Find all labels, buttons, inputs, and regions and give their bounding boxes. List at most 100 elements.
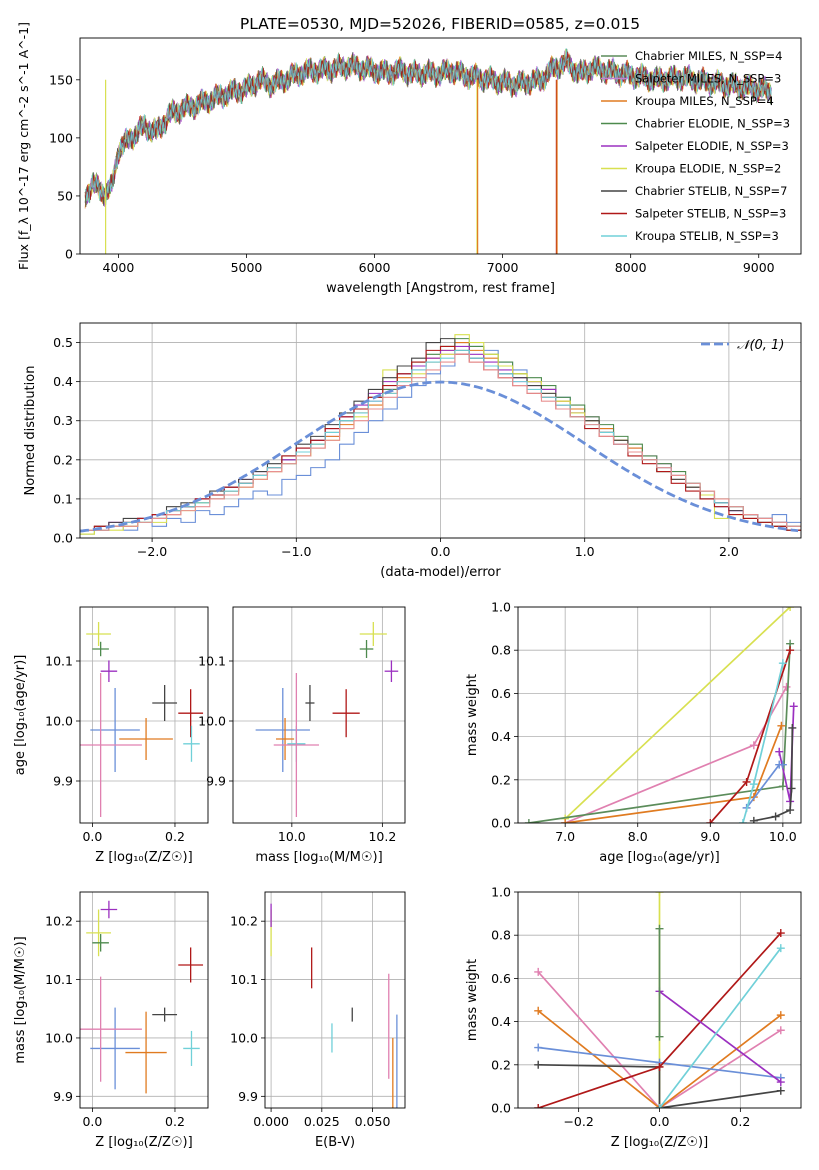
x-tick-label: 0.0 <box>82 829 102 844</box>
x-tick-label: 1.0 <box>575 544 595 559</box>
legend-label: Salpeter MILES, N_SSP=3 <box>635 72 781 86</box>
legend-label: Chabrier MILES, N_SSP=4 <box>635 49 782 63</box>
axes-frame <box>79 322 802 539</box>
weight-marker <box>749 780 758 789</box>
x-axis-label: E(B-V) <box>315 1135 355 1150</box>
y-tick-label: 10.0 <box>45 1030 73 1045</box>
legend-label: Kroupa MILES, N_SSP=4 <box>635 94 774 108</box>
x-axis-label: (data-model)/error <box>380 565 501 580</box>
weight-marker <box>655 1104 664 1108</box>
x-tick-label: 0.2 <box>730 1114 750 1129</box>
y-tick-label: 10.1 <box>198 654 226 669</box>
axes-age-vs-mass: 10.0 10.2 9.9 10.0 10.1 mass [log₁₀(M/M☉)] <box>198 606 406 865</box>
x-tick-label: 0.2 <box>165 1114 185 1129</box>
weight-marker <box>706 819 715 823</box>
axes-frame <box>264 891 406 1109</box>
weight-marker <box>788 723 797 732</box>
x-tick-label: 0.0 <box>650 1114 670 1129</box>
x-tick-label: 6000 <box>359 260 391 275</box>
histogram-step <box>80 345 801 531</box>
x-tick-label: 7.0 <box>555 829 575 844</box>
y-tick-label: 10.1 <box>45 654 73 669</box>
legend-label: Salpeter ELODIE, N_SSP=3 <box>635 139 789 153</box>
weight-marker <box>787 784 796 793</box>
plot-area <box>84 47 772 254</box>
plot-area <box>80 900 204 1094</box>
x-tick-label: 9.0 <box>700 829 720 844</box>
x-tick-label: 7000 <box>487 260 519 275</box>
weight-marker <box>777 721 786 730</box>
y-axis-label: age [log₁₀(age/yr)] <box>13 655 28 776</box>
y-tick-label: 0.4 <box>491 729 511 744</box>
weight-line <box>742 663 784 823</box>
x-tick-label: −0.2 <box>563 1114 593 1129</box>
weight-marker <box>776 929 785 938</box>
x-tick-label: 4000 <box>103 260 135 275</box>
y-tick-label: 0.0 <box>491 816 511 831</box>
weight-marker <box>749 741 758 750</box>
y-tick-label: 10.0 <box>198 714 226 729</box>
weight-line <box>658 990 782 1083</box>
weight-marker <box>534 1060 543 1069</box>
y-axis-label: mass weight <box>465 959 480 1041</box>
spectrum-line <box>84 47 772 206</box>
x-tick-label: 10.0 <box>769 829 797 844</box>
y-tick-label: 9.9 <box>53 774 73 789</box>
weight-marker <box>786 646 795 655</box>
weight-marker <box>776 944 785 953</box>
legend-label: Kroupa STELIB, N_SSP=3 <box>635 229 779 243</box>
weight-marker <box>655 1032 664 1041</box>
plot-area <box>534 892 785 1108</box>
y-axis-label: mass [log₁₀(M/M☉)] <box>13 936 28 1063</box>
axes-mass-weight-vs-age: 7.0 8.0 9.0 10.0 0.0 0.2 0.4 0.6 0.8 1.0 age [log₁… <box>465 600 802 865</box>
weight-marker <box>775 747 784 756</box>
y-tick-label: 1.0 <box>491 885 511 900</box>
x-tick-label: 9000 <box>743 260 775 275</box>
weight-marker <box>778 659 787 668</box>
weight-marker <box>776 1026 785 1035</box>
axes-mass-weight-vs-Z: −0.2 0.0 0.2 0.0 0.2 0.4 0.6 0.8 1.0 Z [log₁₀(Z/Z… <box>465 885 802 1150</box>
y-tick-label: 0.2 <box>491 1057 511 1072</box>
spectrum-line <box>84 52 772 208</box>
y-tick-label: 0.4 <box>491 1014 511 1029</box>
y-tick-label: 50 <box>57 188 73 203</box>
y-tick-label: 10.0 <box>230 1030 258 1045</box>
weight-marker <box>776 1078 785 1087</box>
x-axis-label: wavelength [Angstrom, rest frame] <box>326 281 555 296</box>
y-axis-label: Flux [f_λ 10^-17 erg cm^-2 s^-1 A^-1] <box>16 22 31 270</box>
weight-line <box>537 1010 782 1108</box>
axes-spectrum: 4000 5000 6000 7000 8000 9000 0 50 100 150 Chabrie… <box>16 22 802 296</box>
x-tick-label: 10.2 <box>368 829 396 844</box>
weight-marker <box>778 760 787 769</box>
y-axis-label: mass weight <box>465 674 480 756</box>
x-tick-label: −2.0 <box>137 544 167 559</box>
weight-line <box>658 947 782 1108</box>
x-axis-label: Z [log₁₀(Z/Z☉)] <box>611 1135 708 1150</box>
histogram-step <box>80 353 801 531</box>
y-tick-label: 0.6 <box>491 971 511 986</box>
x-tick-label: 8000 <box>615 260 647 275</box>
axes-frame <box>79 606 209 824</box>
weight-marker <box>786 607 795 611</box>
y-tick-label: 10.0 <box>45 714 73 729</box>
y-tick-label: 10.1 <box>230 972 258 987</box>
weight-marker <box>655 892 664 896</box>
weight-marker <box>534 967 543 976</box>
x-axis-label: age [log₁₀(age/yr)] <box>599 850 720 865</box>
y-tick-label: 10.2 <box>45 914 73 929</box>
weight-marker <box>789 702 798 711</box>
x-tick-label: 8.0 <box>628 829 648 844</box>
x-tick-label: 0.2 <box>165 829 185 844</box>
axes-frame <box>517 891 802 1109</box>
normal-curve <box>80 380 799 533</box>
y-tick-label: 0.8 <box>491 643 511 658</box>
x-tick-label: 0.000 <box>253 1114 289 1129</box>
x-tick-label: −1.0 <box>281 544 311 559</box>
legend-label: Chabrier ELODIE, N_SSP=3 <box>635 117 790 131</box>
weight-marker <box>776 1086 785 1095</box>
x-tick-label: 0.025 <box>304 1114 340 1129</box>
axes-residuals: −2.0 −1.0 0.0 1.0 2.0 0.0 0.1 0.2 0.3 0.4 0.5 𝒩(0, … <box>23 322 802 580</box>
weight-marker <box>742 777 751 786</box>
x-tick-label: 0.0 <box>431 544 451 559</box>
